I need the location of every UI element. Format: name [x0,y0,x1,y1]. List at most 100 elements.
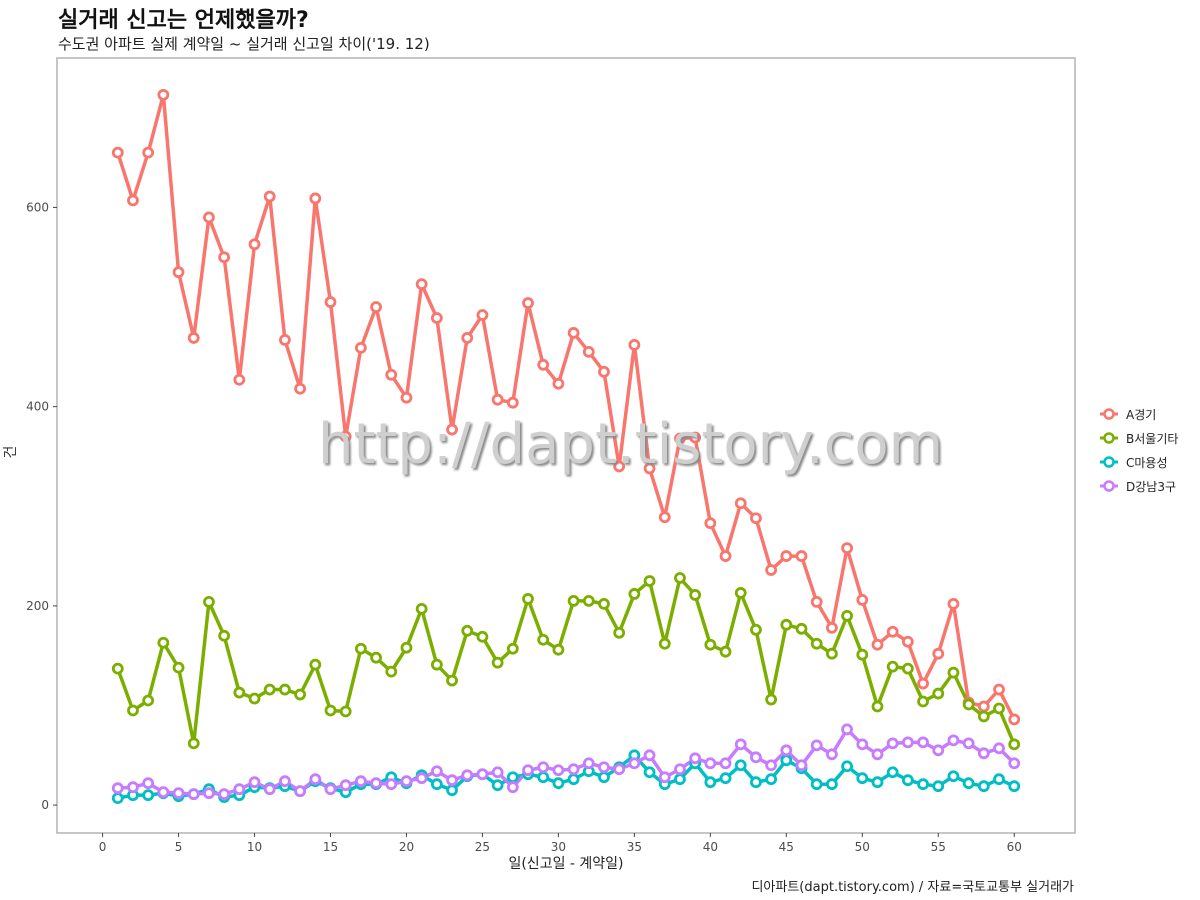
data-point-d [552,764,565,777]
plot-panel [56,57,1076,834]
data-point-a [825,621,838,634]
legend-item-b[interactable]: B서울기타 [1098,426,1178,450]
data-point-a [704,517,717,530]
data-point-b [750,623,762,636]
data-point-c [598,771,610,784]
data-point-c [947,770,960,783]
data-point-b [765,693,778,706]
data-point-d [932,744,945,757]
data-point-a [385,368,398,381]
data-point-b [415,602,428,615]
data-point-b [567,594,580,607]
data-point-d [628,757,641,770]
data-point-d [674,763,686,776]
data-point-b [582,594,595,607]
data-point-d [977,747,990,760]
data-point-b [1008,738,1021,751]
legend-swatch-b [1100,432,1118,444]
legend-item-a[interactable]: A경기 [1098,402,1178,426]
data-point-b [537,633,550,646]
data-point-a [476,309,489,321]
data-point-b [385,665,398,678]
chart-subtitle: 수도권 아파트 실제 계약일 ~ 실거래 신고일 차이('19. 12) [58,35,430,53]
data-point-b [157,636,170,649]
data-point-b [400,641,413,654]
data-point-b [689,589,702,601]
x-tick-label: 10 [247,840,262,854]
data-point-d [491,766,504,779]
data-point-a [172,266,185,279]
x-tick-label: 55 [931,840,946,854]
data-point-a [506,396,519,409]
data-point-c [932,780,945,793]
data-point-d [309,773,322,786]
data-point-d [522,764,534,777]
data-point-c [825,778,838,791]
data-point-b [218,629,231,642]
legend-label-c: C마용성 [1126,455,1168,470]
y-tick-label: 400 [26,400,49,414]
data-point-a [415,278,428,291]
data-point-b [248,692,261,705]
data-point-b [628,588,641,600]
x-tick-label: 0 [99,840,107,854]
data-point-a [279,334,291,346]
data-point-a [947,597,960,610]
data-point-a [780,550,793,562]
data-point-c [765,773,778,786]
legend-item-d[interactable]: D강남3구 [1098,474,1178,498]
data-point-c [111,792,124,805]
data-point-c [446,784,458,797]
data-point-a [795,550,808,562]
data-point-d [111,782,124,795]
data-point-d [294,785,307,798]
data-point-b [476,630,489,643]
data-point-d [537,761,550,774]
x-tick-label: 60 [1007,840,1022,854]
data-point-d [263,783,276,796]
data-point-d [886,737,899,750]
data-point-b [977,710,990,723]
data-point-d [856,738,869,751]
data-point-a [248,238,261,251]
data-point-c [491,779,504,792]
data-point-b [506,642,519,655]
data-point-c [886,766,899,779]
data-point-a [582,345,595,358]
data-point-a [613,460,626,473]
data-point-d [613,763,626,776]
data-point-c [430,778,443,791]
series-line-a [116,93,1016,721]
data-point-d [506,781,519,794]
data-point-b [901,662,914,675]
data-point-b [203,595,215,608]
data-point-a [810,595,823,608]
data-point-a [218,251,231,264]
data-point-c [856,772,869,785]
x-tick-label: 35 [627,840,642,854]
data-point-a [856,594,869,606]
data-point-b [111,662,124,675]
data-point-a [294,382,307,395]
data-point-c [810,778,823,791]
data-point-a [567,327,580,339]
data-point-b [430,658,443,671]
data-point-a [263,190,276,203]
data-point-d [279,775,291,788]
data-point-c [780,754,793,767]
data-point-d [658,771,671,784]
chart-title: 실거래 신고는 언제했을까? [58,8,309,33]
data-point-a [522,297,534,309]
data-point-d [871,748,884,761]
data-point-b [522,593,534,605]
data-point-d [142,777,155,790]
data-point-d [203,787,215,800]
data-point-d [765,759,778,772]
x-tick-label: 45 [779,840,794,854]
data-point-d [719,757,732,770]
data-point-d [598,761,610,774]
data-point-a [750,512,762,525]
legend-item-c[interactable]: C마용성 [1098,450,1178,474]
data-point-a [977,700,990,713]
data-point-a [932,647,945,660]
